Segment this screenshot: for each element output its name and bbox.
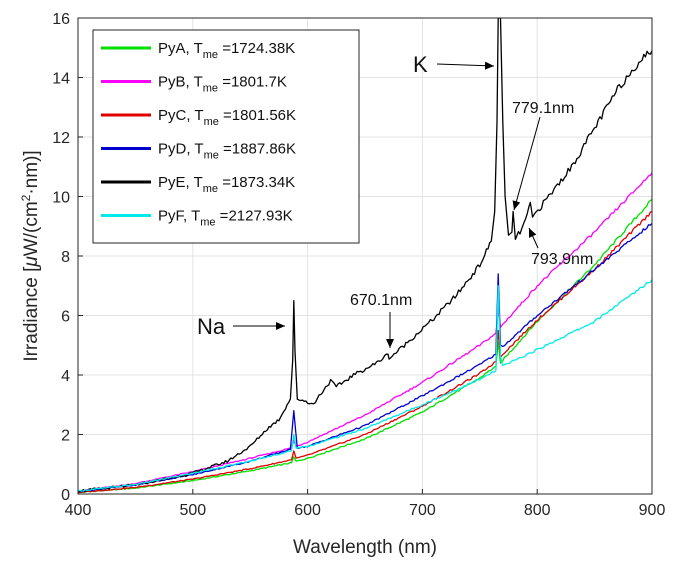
x-tick-label: 600 bbox=[294, 502, 321, 519]
annotation-na: Na bbox=[197, 314, 226, 339]
y-tick-label: 4 bbox=[61, 368, 70, 385]
axis-ticks: 400 500 600 700 800 900 0 2 4 6 8 10 12 14 16 bbox=[52, 11, 665, 519]
x-tick-label: 700 bbox=[409, 502, 436, 519]
x-tick-label: 800 bbox=[524, 502, 551, 519]
y-tick-label: 10 bbox=[52, 190, 70, 207]
series-line-pyc bbox=[78, 210, 652, 494]
legend-label-pyc: PyC, Tme =1801.56K bbox=[158, 107, 296, 128]
x-tick-label: 900 bbox=[639, 502, 666, 519]
series-layer bbox=[78, 18, 652, 494]
annotation-670nm: 670.1nm bbox=[350, 292, 412, 309]
legend-label-pye: PyE, Tme =1873.34K bbox=[158, 174, 295, 195]
y-label-mid: W/(cm bbox=[21, 201, 42, 256]
y-label-sup: 2 bbox=[19, 194, 33, 201]
series-line-pyd bbox=[78, 222, 652, 493]
legend-items: PyA, Tme =1724.38K PyB, Tme =1801.7K PyC, … bbox=[101, 40, 296, 229]
x-axis-label: Wavelength (nm) bbox=[293, 537, 437, 558]
x-tick-label: 400 bbox=[65, 502, 92, 519]
legend-label-pya: PyA, Tme =1724.38K bbox=[158, 40, 295, 61]
annotation-k: K bbox=[413, 52, 428, 77]
legend-label-pyd: PyD, Tme =1887.86K bbox=[158, 141, 296, 162]
y-label-mu: μ bbox=[21, 256, 42, 268]
legend: PyA, Tme =1724.38K PyB, Tme =1801.7K PyC, … bbox=[92, 29, 360, 244]
y-tick-label: 14 bbox=[52, 71, 70, 88]
y-label-post: ·nm)] bbox=[21, 150, 42, 194]
series-line-pyb bbox=[78, 172, 652, 493]
y-tick-label: 0 bbox=[61, 487, 70, 504]
legend-label-pyb: PyB, Tme =1801.7K bbox=[158, 74, 287, 95]
779nm-arrow bbox=[512, 116, 541, 211]
y-tick-label: 8 bbox=[61, 249, 70, 266]
y-tick-label: 6 bbox=[61, 309, 70, 326]
x-tick-label: 500 bbox=[179, 502, 206, 519]
legend-label-pyf: PyF, Tme =2127.93K bbox=[158, 208, 293, 229]
series-line-pyf bbox=[78, 279, 652, 492]
y-label-pre: Irradiance [ bbox=[21, 266, 42, 362]
legend-box bbox=[92, 29, 360, 244]
y-tick-label: 2 bbox=[61, 428, 70, 445]
annotations: Na K 670.1nm 779.1nm 793.9nm bbox=[197, 52, 593, 348]
y-axis-label: Irradiance [μW/(cm2·nm)] bbox=[19, 150, 42, 361]
793nm-arrow bbox=[528, 227, 539, 249]
annotation-793nm: 793.9nm bbox=[531, 251, 593, 268]
k-arrow bbox=[436, 61, 495, 70]
y-tick-label: 12 bbox=[52, 130, 70, 147]
y-tick-label: 16 bbox=[52, 11, 70, 28]
annotation-779nm: 779.1nm bbox=[512, 100, 574, 117]
